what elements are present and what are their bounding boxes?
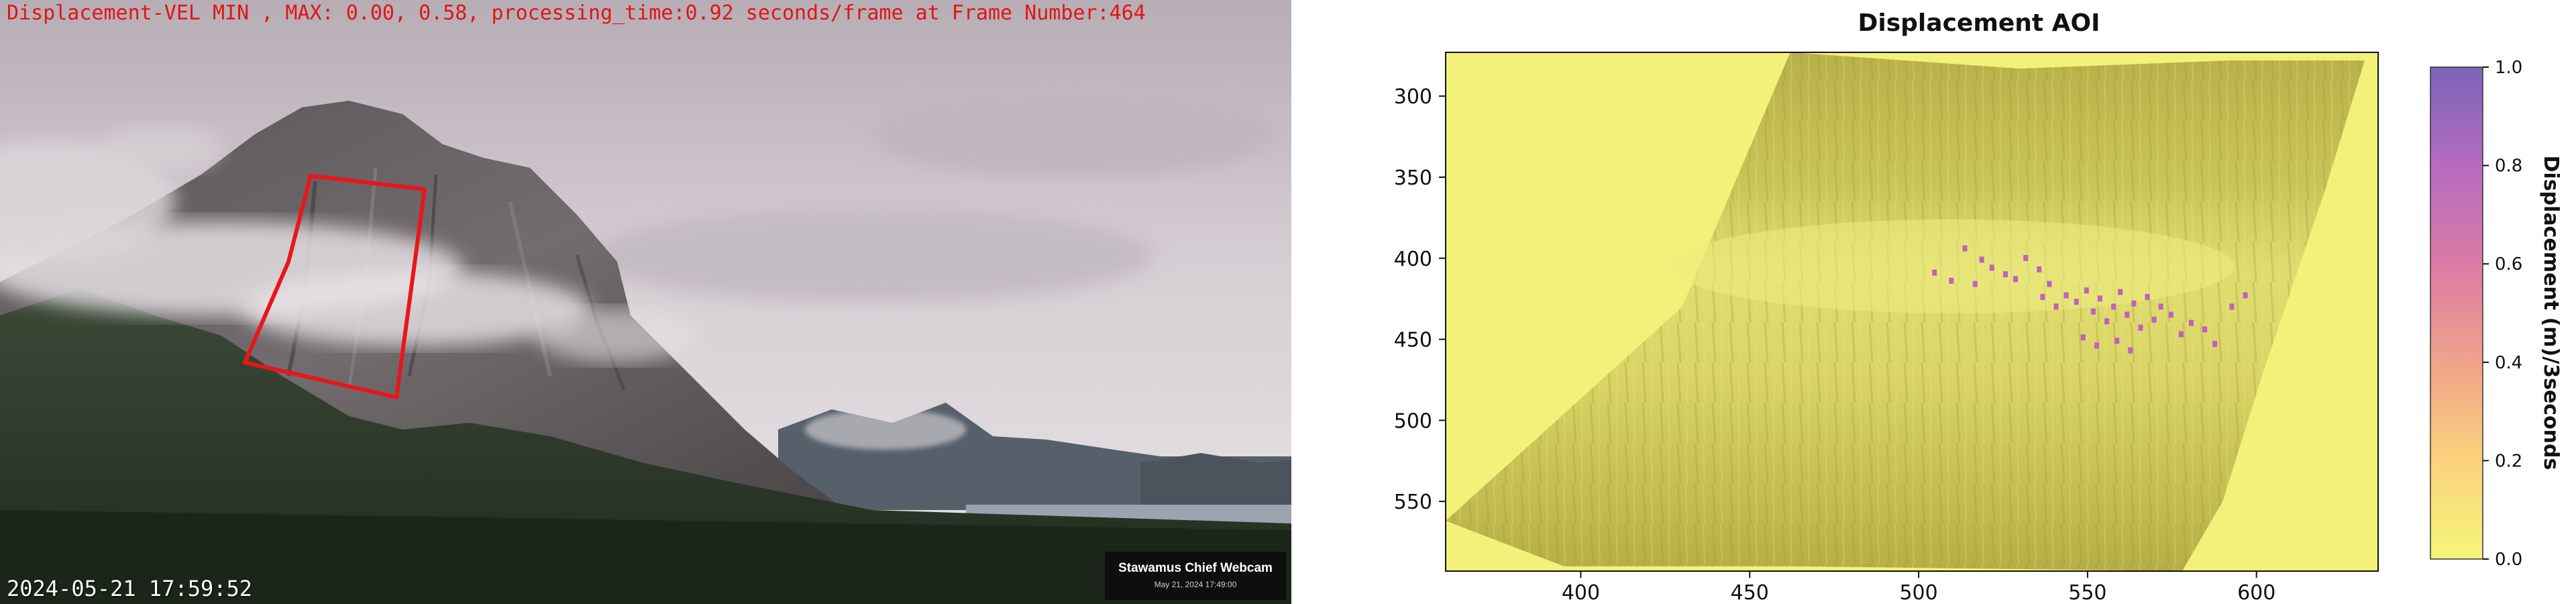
hotspot-marker (2169, 312, 2174, 318)
y-tick-label: 500 (1394, 409, 1432, 433)
hotspot-marker (2084, 287, 2089, 293)
hotspot-marker (2189, 320, 2194, 326)
hotspot-marker (2128, 348, 2133, 354)
hotspot-marker (2054, 303, 2059, 309)
hotspot-marker (2023, 255, 2028, 261)
webcam-image (0, 0, 1291, 604)
colorbar-tick-label: 0.8 (2495, 156, 2522, 177)
hotspot-marker (1973, 281, 1978, 287)
hotspot-marker (2118, 289, 2123, 295)
hotspot-marker (2152, 317, 2157, 323)
displacement-chart-panel: Displacement AOI 400 450 500 550 600 300 350 4… (1291, 0, 2576, 604)
hotspot-marker (1980, 256, 1984, 262)
colorbar-ticks: 0.0 0.2 0.4 0.6 0.8 1.0 (2483, 58, 2522, 570)
hotspot-marker (2013, 276, 2018, 282)
x-tick-label: 600 (2237, 581, 2275, 604)
colorbar (2430, 67, 2483, 559)
hotspot-marker (2125, 312, 2129, 318)
x-tick-label: 550 (2068, 581, 2106, 604)
hotspot-marker (1990, 264, 1994, 270)
hotspot-marker (2104, 318, 2109, 324)
hotspot-marker (1932, 270, 1937, 276)
x-tick-label: 400 (1562, 581, 1600, 604)
colorbar-tick-label: 0.2 (2495, 451, 2522, 471)
watermark-name: Stawamus Chief Webcam (1105, 561, 1286, 576)
x-axis: 400 450 500 550 600 (1562, 571, 2276, 604)
hotspot-marker (2111, 303, 2116, 309)
hotspot-marker (2074, 299, 2079, 305)
hotspot-marker (2091, 309, 2096, 315)
y-tick-label: 300 (1394, 85, 1432, 109)
colorbar-label: Displacement (m)/3seconds (2539, 156, 2563, 470)
hotspot-marker (2037, 266, 2041, 272)
hotspot-marker (1949, 278, 1953, 284)
watermark-date: May 21, 2024 17:49:00 (1105, 580, 1286, 589)
hotspot-marker (2064, 293, 2069, 299)
colorbar-tick-label: 0.4 (2495, 353, 2522, 373)
webcam-watermark: Stawamus Chief Webcam May 21, 2024 17:49… (1105, 552, 1286, 600)
hotspot-marker (2047, 281, 2051, 287)
displacement-chart: Displacement AOI 400 450 500 550 600 300 350 4… (1291, 0, 2576, 604)
hotspot-marker (2081, 334, 2086, 340)
y-tick-label: 450 (1394, 329, 1432, 352)
hotspot-marker (2131, 301, 2136, 307)
hotspot-marker (2003, 271, 2008, 277)
x-tick-label: 450 (1731, 581, 1769, 604)
displacement-overlay-text: Displacement-VEL MIN , MAX: 0.00, 0.58, … (7, 1, 1146, 25)
hotspot-marker (2145, 294, 2150, 300)
hotspot-marker (2114, 338, 2119, 344)
y-tick-label: 400 (1394, 248, 1432, 271)
hotspot-marker (2159, 303, 2163, 309)
webcam-timestamp: 2024-05-21 17:59:52 (7, 576, 252, 601)
colorbar-tick-label: 1.0 (2495, 58, 2522, 78)
webcam-panel: Displacement-VEL MIN , MAX: 0.00, 0.58, … (0, 0, 1291, 604)
x-tick-label: 500 (1899, 581, 1937, 604)
hotspot-marker (2040, 294, 2045, 300)
hotspot-marker (1963, 246, 1968, 252)
hotspot-marker (2212, 341, 2217, 347)
hotspot-marker (2138, 325, 2143, 331)
hotspot-marker (2229, 303, 2234, 309)
y-tick-label: 350 (1394, 166, 1432, 190)
colorbar-tick-label: 0.0 (2495, 550, 2522, 570)
chart-title: Displacement AOI (1858, 9, 2100, 37)
y-tick-label: 550 (1394, 491, 1432, 514)
colorbar-tick-label: 0.6 (2495, 254, 2522, 274)
y-axis: 300 350 400 450 500 550 (1394, 85, 1446, 514)
hotspot-marker (2098, 295, 2102, 301)
hotspot-marker (2179, 332, 2184, 338)
hotspot-marker (2243, 293, 2248, 299)
hotspot-marker (2094, 342, 2099, 348)
hotspot-marker (2202, 326, 2207, 332)
